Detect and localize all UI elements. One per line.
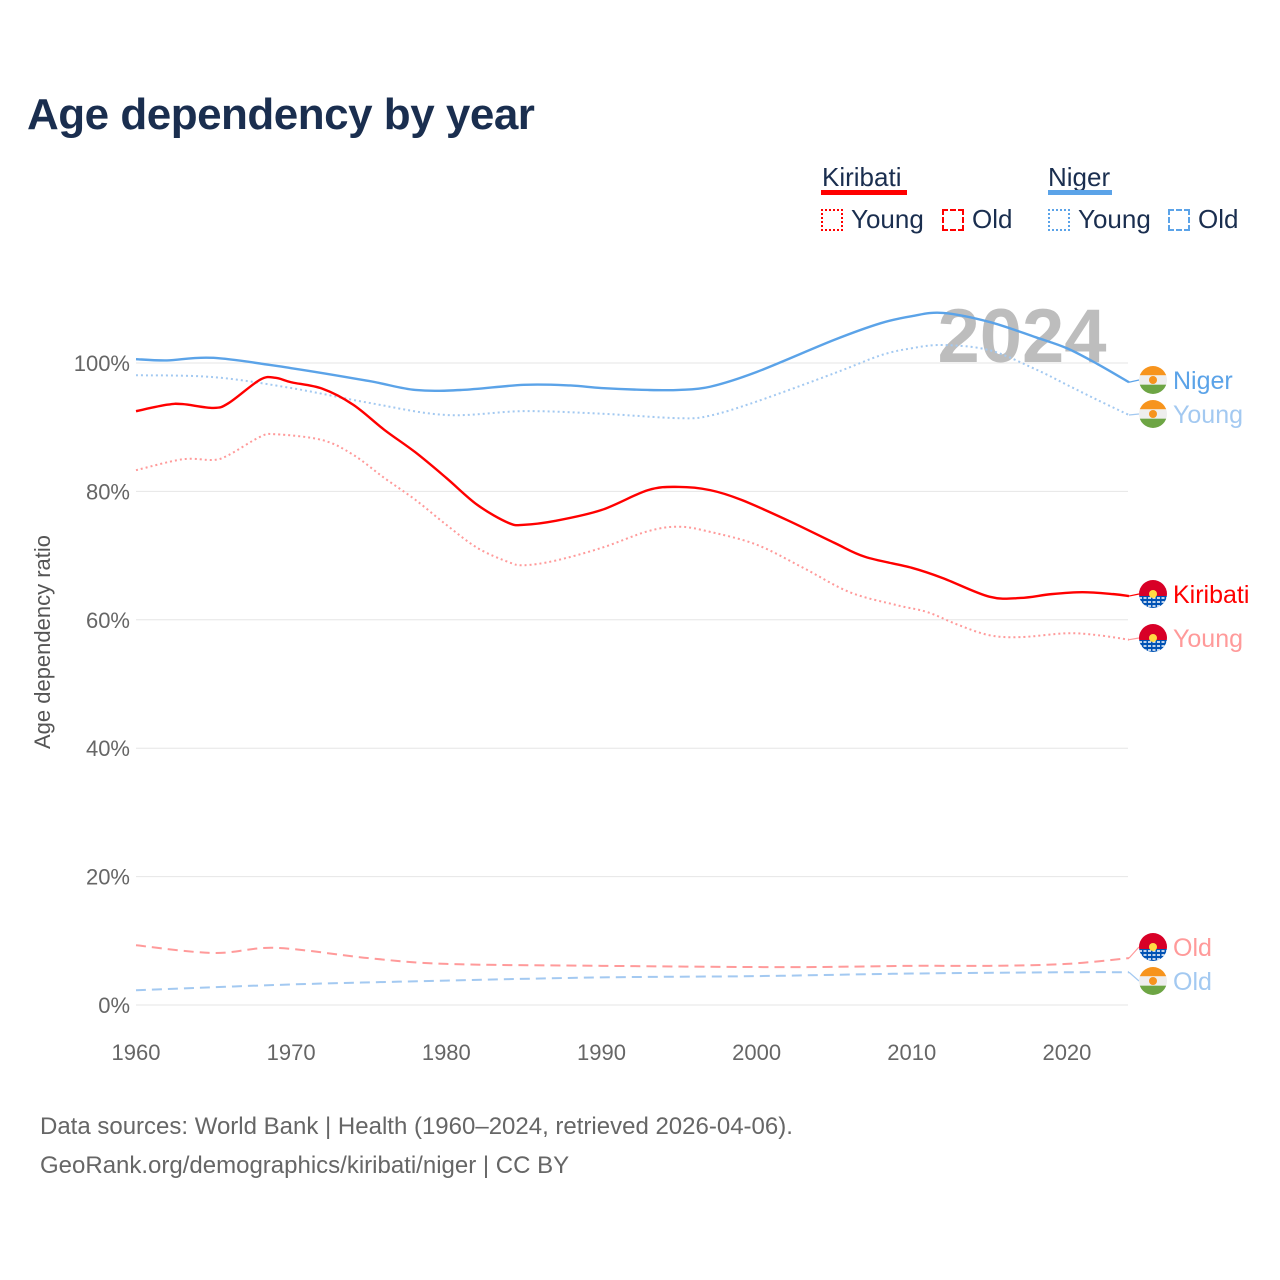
kiribati-flag-icon bbox=[1139, 580, 1167, 608]
label-connector bbox=[1128, 946, 1140, 959]
label-connector bbox=[1128, 593, 1140, 597]
y-tick-label: 0% bbox=[98, 993, 130, 1018]
legend-kiribati-swatch bbox=[821, 190, 907, 195]
legend-label: Old bbox=[1198, 204, 1239, 234]
legend-kiribati-label: Kiribati bbox=[822, 162, 902, 192]
source-line: Data sources: World Bank | Health (1960–… bbox=[40, 1113, 793, 1140]
series-line-kiribati-old[interactable] bbox=[135, 944, 1130, 969]
x-tick-label: 1980 bbox=[422, 1040, 471, 1065]
y-tick-label: 20% bbox=[86, 865, 130, 890]
label-connector bbox=[1128, 637, 1140, 641]
series-end-label: Old bbox=[1173, 968, 1212, 996]
source-link[interactable]: GeoRank.org/demographics/kiribati/niger … bbox=[40, 1152, 570, 1179]
series-line-niger-young[interactable] bbox=[135, 343, 1130, 420]
y-tick-label: 40% bbox=[86, 736, 130, 761]
legend-kiribati-young[interactable]: Young bbox=[821, 204, 924, 235]
x-tick-label: 2000 bbox=[732, 1040, 781, 1065]
y-axis-label: Age dependency ratio bbox=[30, 535, 55, 749]
source-note: Data sources: World Bank | Health (1960–… bbox=[40, 1107, 793, 1185]
x-tick-label: 1970 bbox=[267, 1040, 316, 1065]
legend-niger-young[interactable]: Young bbox=[1048, 204, 1151, 235]
legend-niger-old[interactable]: Old bbox=[1168, 204, 1238, 235]
series-line-kiribati[interactable] bbox=[135, 375, 1130, 600]
label-connector bbox=[1128, 971, 1140, 982]
series-line-kiribati-young[interactable] bbox=[135, 432, 1130, 641]
x-tick-label: 2010 bbox=[887, 1040, 936, 1065]
dashed-swatch-icon bbox=[1168, 208, 1190, 231]
kiribati-flag-icon bbox=[1139, 933, 1167, 961]
legend-niger-label: Niger bbox=[1048, 162, 1111, 192]
year-watermark: 2024 bbox=[937, 294, 1106, 379]
niger-flag-icon bbox=[1139, 400, 1167, 428]
legend-label: Young bbox=[851, 204, 924, 234]
dotted-swatch-icon bbox=[821, 208, 843, 231]
series-line-niger[interactable] bbox=[135, 311, 1130, 393]
label-connector bbox=[1128, 413, 1140, 416]
niger-flag-icon bbox=[1139, 967, 1167, 995]
x-tick-label: 2020 bbox=[1042, 1040, 1091, 1065]
series-line-niger-old[interactable] bbox=[135, 971, 1130, 992]
series-end-label: Young bbox=[1173, 625, 1243, 653]
series-end-label: Young bbox=[1173, 401, 1243, 429]
label-connector bbox=[1128, 379, 1140, 383]
x-tick-label: 1990 bbox=[577, 1040, 626, 1065]
chart-title: Age dependency by year bbox=[27, 90, 535, 139]
series-end-label: Niger bbox=[1173, 367, 1233, 395]
legend-label: Old bbox=[972, 204, 1013, 234]
y-tick-label: 80% bbox=[86, 479, 130, 504]
dashed-swatch-icon bbox=[942, 208, 964, 231]
kiribati-flag-icon bbox=[1139, 624, 1167, 652]
series-end-label: Kiribati bbox=[1173, 581, 1249, 609]
niger-flag-icon bbox=[1139, 366, 1167, 394]
y-tick-label: 100% bbox=[74, 351, 130, 376]
legend-label: Young bbox=[1078, 204, 1151, 234]
legend-kiribati-old[interactable]: Old bbox=[942, 204, 1012, 235]
x-tick-label: 1960 bbox=[112, 1040, 161, 1065]
y-tick-label: 60% bbox=[86, 608, 130, 633]
series-end-label: Old bbox=[1173, 934, 1212, 962]
dotted-swatch-icon bbox=[1048, 208, 1070, 231]
legend-niger-swatch bbox=[1048, 190, 1112, 195]
